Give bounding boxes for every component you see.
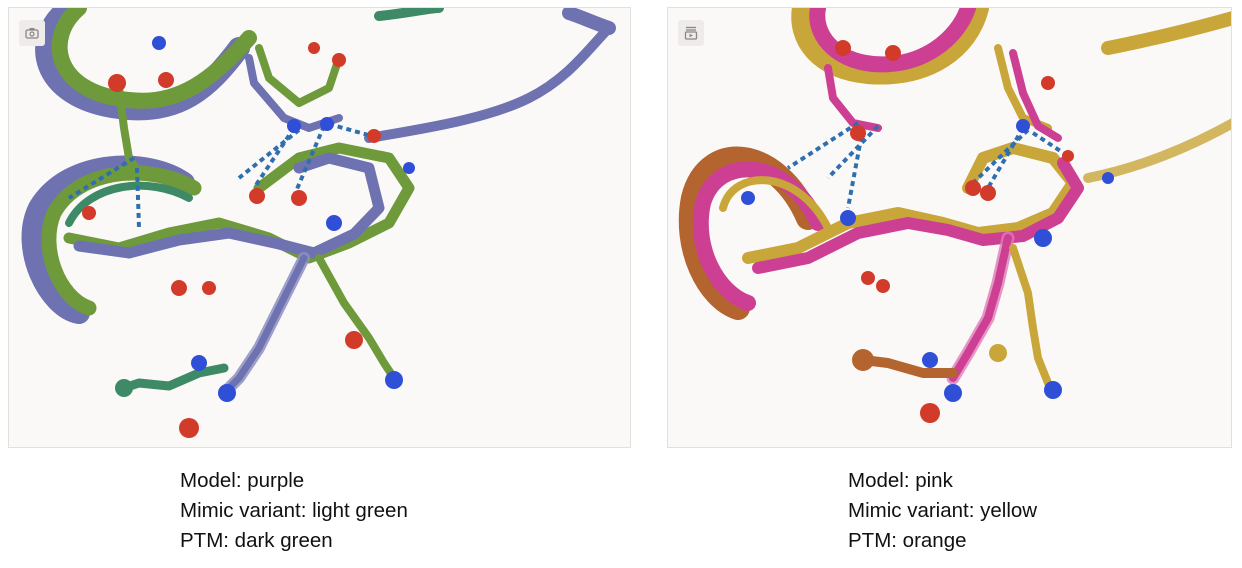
legend-left: Model: purple Mimic variant: light green… [180, 466, 408, 556]
loop-ribbon-mimic-2 [1101, 11, 1231, 55]
atoms-right [741, 40, 1114, 423]
sidechain-mimic [315, 254, 398, 382]
molecule-render-left [21, 8, 616, 438]
model-label: Model: pink [848, 469, 953, 492]
upper-chain-model-2 [1009, 49, 1062, 142]
mimic-label: Mimic variant: light green [180, 499, 408, 522]
structure-viewer-right[interactable] [667, 7, 1232, 448]
screenshot-button[interactable] [678, 20, 704, 46]
ptm-label: PTM: dark green [180, 529, 333, 552]
helix-ribbon-mimic-2 [41, 165, 202, 316]
loop-ribbon-mimic [1083, 118, 1231, 183]
loop-ribbon-ptm [374, 8, 444, 21]
helix-ribbon-mimic [51, 8, 257, 109]
helix-ribbon-model [809, 8, 976, 73]
helix-ribbon-mimic [791, 8, 989, 85]
loop-ribbon-model [364, 23, 614, 143]
loop-ribbon-model-2 [562, 8, 616, 35]
backbone-mimic [63, 142, 415, 264]
backbone-model [752, 157, 1084, 274]
camera-button[interactable] [19, 20, 45, 46]
sidechain-model-core [949, 234, 1012, 382]
structure-viewer-left[interactable] [8, 7, 631, 448]
sidechain-ptm [858, 355, 958, 378]
camera-icon [25, 28, 39, 39]
model-label: Model: purple [180, 469, 305, 492]
helix-ribbon-ptm [65, 181, 193, 227]
helix-ribbon-mimic-2 [719, 176, 832, 232]
helix-sidechain-mimic [115, 84, 143, 177]
sidechain-mimic [1009, 244, 1052, 387]
legend-right: Model: pink Mimic variant: yellow PTM: o… [848, 466, 1037, 556]
upper-chain-mimic [255, 44, 343, 107]
ptm-label: PTM: orange [848, 529, 967, 552]
atoms-left [82, 36, 415, 438]
upper-chain-model [245, 54, 343, 132]
sidechain-model-core [220, 254, 308, 397]
mimic-label: Mimic variant: yellow [848, 499, 1038, 522]
upper-chain-model [824, 64, 882, 132]
screenshot-icon [684, 26, 698, 40]
sidechain-ptm [119, 363, 229, 393]
backbone-model [73, 152, 385, 259]
molecule-render-right [678, 8, 1231, 423]
